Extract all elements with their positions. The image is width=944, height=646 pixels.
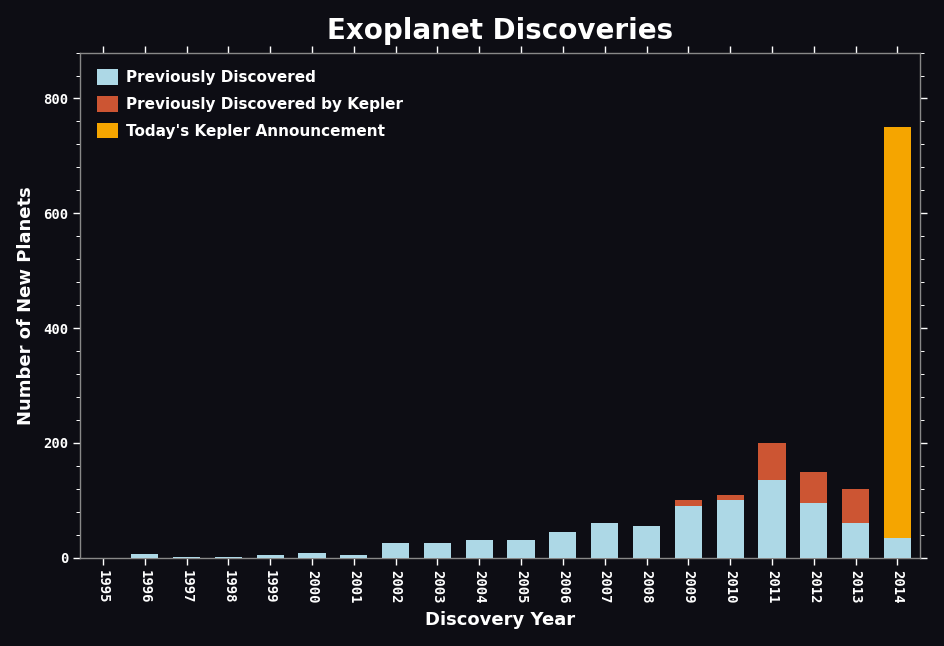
Y-axis label: Number of New Planets: Number of New Planets — [17, 186, 35, 424]
Bar — [131, 554, 159, 557]
Bar — [716, 495, 744, 500]
Title: Exoplanet Discoveries: Exoplanet Discoveries — [328, 17, 673, 45]
Bar — [675, 500, 702, 506]
Bar — [842, 489, 869, 523]
Bar — [549, 532, 577, 557]
Bar — [340, 556, 367, 557]
Bar — [801, 503, 827, 557]
Bar — [801, 472, 827, 503]
Bar — [632, 526, 660, 557]
Bar — [884, 127, 911, 537]
Bar — [842, 523, 869, 557]
Bar — [716, 500, 744, 557]
Bar — [675, 506, 702, 557]
Bar — [257, 556, 284, 557]
Bar — [758, 480, 785, 557]
Bar — [298, 552, 326, 557]
Bar — [884, 537, 911, 557]
X-axis label: Discovery Year: Discovery Year — [425, 611, 575, 629]
Bar — [758, 443, 785, 480]
Bar — [591, 523, 618, 557]
Bar — [465, 541, 493, 557]
Bar — [424, 543, 451, 557]
Bar — [508, 541, 534, 557]
Bar — [382, 543, 409, 557]
Legend: Previously Discovered, Previously Discovered by Kepler, Today's Kepler Announcem: Previously Discovered, Previously Discov… — [88, 60, 412, 148]
